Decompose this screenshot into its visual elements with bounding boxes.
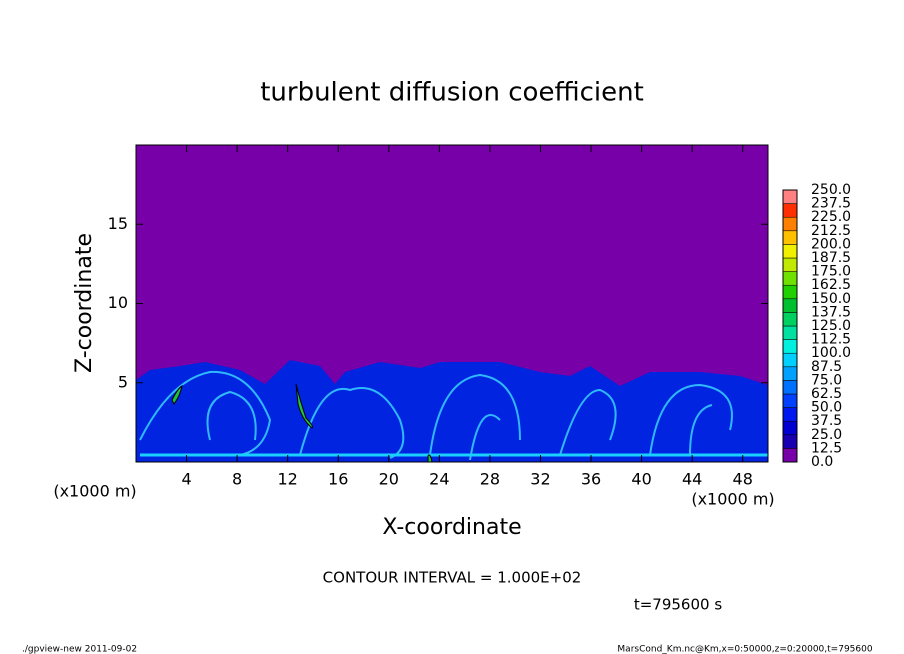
colorbar-label: 175.0	[811, 264, 851, 280]
colorbar-frame	[782, 189, 798, 463]
x-tick-label: 24	[429, 470, 449, 489]
x-tick-label: 48	[733, 470, 753, 489]
colorbar-label: 0.0	[811, 454, 833, 470]
x-tick-label: 32	[530, 470, 550, 489]
time-label: t=795600 s	[634, 596, 722, 614]
colorbar-band	[782, 189, 798, 204]
y-axis-label: Z-coordinate	[72, 233, 97, 373]
colorbar-band	[782, 244, 798, 259]
x-tick-label: 4	[181, 470, 191, 489]
y-tick-label: 10	[108, 293, 128, 312]
colorbar-band	[782, 257, 798, 272]
x-tick-label: 28	[480, 470, 500, 489]
contour-lines	[171, 383, 433, 463]
eddy-structures	[139, 370, 768, 461]
colorbar-label: 150.0	[811, 291, 851, 307]
chart-title: turbulent diffusion coefficient	[260, 78, 644, 108]
colorbar-label: 212.5	[811, 223, 851, 239]
colorbar-label: 25.0	[811, 427, 842, 443]
colorbar-label: 250.0	[811, 182, 851, 198]
colorbar-band	[782, 203, 798, 218]
colorbar-band	[782, 380, 798, 395]
colorbar-label: 62.5	[811, 386, 842, 402]
turbulent-layer	[136, 360, 768, 462]
colorbar-band	[782, 298, 798, 313]
colorbar-band	[782, 420, 798, 436]
colorbar-label: 100.0	[811, 345, 851, 361]
colorbar-label: 112.5	[811, 332, 851, 348]
colorbar-band	[782, 448, 798, 463]
x-tick-label: 16	[328, 470, 348, 489]
colorbar-band	[782, 271, 798, 286]
colorbar-label: 187.5	[811, 250, 851, 266]
colorbar-label: 50.0	[811, 400, 842, 416]
x-tick-label: 8	[232, 470, 242, 489]
x-tick-label: 36	[581, 470, 601, 489]
y-axis-unit: (x1000 m)	[53, 482, 136, 501]
colorbar-label: 162.5	[811, 277, 851, 293]
colorbar-band	[782, 434, 798, 449]
colorbar-band	[782, 366, 798, 381]
colorbar-label: 12.5	[811, 440, 842, 456]
y-tick-label: 5	[118, 372, 128, 391]
colorbar-label: 137.5	[811, 304, 851, 320]
colorbar-label: 125.0	[811, 318, 851, 334]
x-tick-label: 12	[278, 470, 298, 489]
colorbar-band	[782, 339, 798, 354]
x-axis-unit: (x1000 m)	[691, 490, 774, 509]
colorbar-label: 75.0	[811, 372, 842, 388]
colorbar-band	[782, 216, 798, 232]
footer-right: MarsCond_Km.nc@Km,x=0:50000,z=0:20000,t=…	[617, 645, 872, 654]
colorbar-label: 200.0	[811, 236, 851, 252]
colorbar-band	[782, 325, 798, 340]
colorbar-label: 87.5	[811, 359, 842, 375]
x-tick-label: 40	[631, 470, 651, 489]
colorbar-label: 225.0	[811, 209, 851, 225]
footer-left: ./gpview-new 2011-09-02	[22, 645, 137, 654]
x-tick-label: 44	[682, 470, 702, 489]
x-axis-label: X-coordinate	[382, 515, 521, 540]
y-tick-label: 15	[108, 214, 128, 233]
x-tick-label: 20	[379, 470, 399, 489]
colorbar-band	[782, 312, 798, 327]
colorbar-band	[782, 393, 798, 408]
colorbar-band	[782, 284, 798, 300]
contour-interval: CONTOUR INTERVAL = 1.000E+02	[323, 569, 582, 587]
colorbar-band	[782, 407, 798, 422]
colorbar-label: 237.5	[811, 196, 851, 212]
colorbar-band	[782, 352, 798, 368]
colorbar-band	[782, 230, 798, 245]
colorbar-label: 37.5	[811, 413, 842, 429]
